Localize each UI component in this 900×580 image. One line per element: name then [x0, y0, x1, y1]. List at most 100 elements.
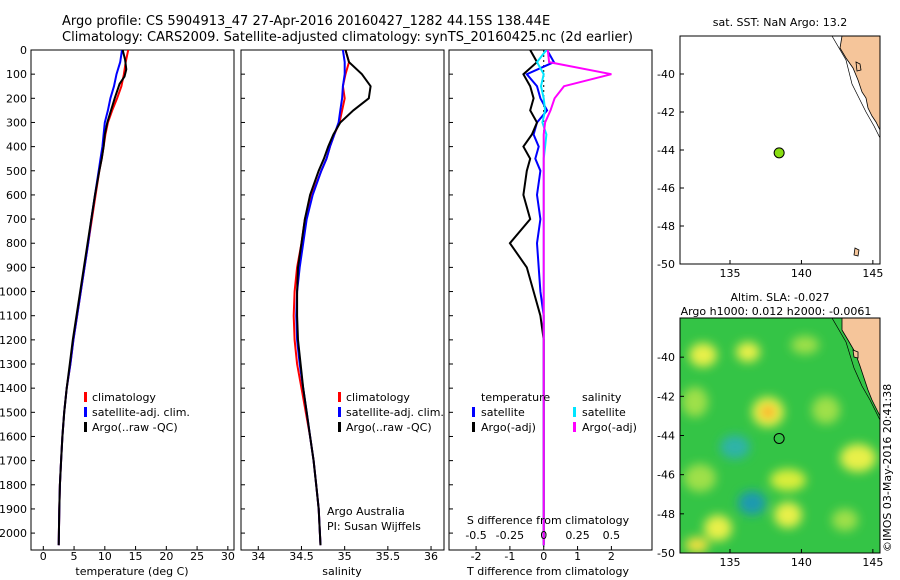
temperature-axis-label: temperature (deg C): [75, 565, 188, 578]
salinity-axis-ticks: 34 34.5 35 35.5 36: [251, 546, 438, 563]
x-tick-label: 34.5: [289, 550, 314, 563]
x-tick-label: 20: [159, 550, 173, 563]
lon-tick-label: 145: [862, 556, 883, 569]
legend-swatch-s-argo: [573, 422, 576, 432]
temperature-profiles: [57, 50, 130, 546]
s-difference-axis-ticks: -0.5 -0.25 0 0.25 0.5: [465, 529, 620, 542]
salinity-legend: climatology satellite-adj. clim. Argo(..…: [338, 391, 444, 434]
x-tick-label: 5: [71, 550, 78, 563]
legend-title-temperature: temperature: [481, 391, 550, 404]
x-tick-label: -1: [504, 550, 515, 563]
series-temperature-argo-adj: [508, 50, 545, 546]
temperature-legend: climatology satellite-adj. clim. Argo(..…: [84, 391, 190, 434]
lat-tick-label: -42: [657, 106, 675, 119]
depth-tick-label: 400: [6, 141, 27, 154]
legend-swatch-t-argo: [472, 422, 475, 432]
legend-swatch-argo: [338, 422, 341, 432]
temperature-axis-ticks: 0 5 10 15 20 25 30: [40, 546, 235, 563]
s-tick-label: -0.5: [465, 529, 486, 542]
depth-tick-label: 1700: [0, 455, 27, 468]
lat-tick-label: -48: [657, 508, 675, 521]
lat-tick-label: -44: [657, 430, 675, 443]
depth-tick-label: 700: [6, 213, 27, 226]
legend-label-t-argo: Argo(-adj): [481, 421, 536, 434]
legend-label-s-argo: Argo(-adj): [582, 421, 637, 434]
x-tick-label: 35.5: [376, 550, 401, 563]
temperature-panel: 0100200300400500600700800900100011001200…: [0, 44, 453, 578]
depth-tick-label: 300: [6, 116, 27, 129]
sst-map-argo-position: [773, 147, 785, 159]
legend-label-climatology: climatology: [92, 391, 156, 404]
salinity-profiles: [292, 50, 372, 546]
series-climatology: [57, 50, 130, 546]
sla-map-title: Altim. SLA: -0.027: [730, 291, 829, 304]
s-tick-label: 0.25: [565, 529, 590, 542]
legend-swatch-argo: [84, 422, 87, 432]
x-tick-label: 34: [251, 550, 265, 563]
salinity-panel: 34 34.5 35 35.5 36 climatology satellite-adj…: [240, 49, 445, 578]
depth-tick-label: 500: [6, 165, 27, 178]
depth-tick-label: 1200: [0, 334, 27, 347]
s-difference-axis-label: S difference from climatology: [467, 514, 630, 527]
x-tick-label: 2: [608, 550, 615, 563]
legend-label-t-satellite: satellite: [481, 406, 525, 419]
difference-axis-ticks: -2 -1 0 1 2: [471, 546, 615, 563]
argo-position-marker: [773, 147, 785, 159]
s-tick-label: -0.25: [496, 529, 524, 542]
depth-tick-label: 1100: [0, 310, 27, 323]
series-satellite-adj-clim: [295, 50, 346, 546]
x-tick-label: 0: [540, 550, 547, 563]
imos-credit: ©IMOS 03-May-2016 20:41:38: [881, 384, 894, 552]
legend-label-satellite: satellite-adj. clim.: [346, 406, 444, 419]
sst-map-panel: sat. SST: NaN Argo: 13.2 135 140 145 -40 -42…: [657, 16, 883, 280]
sst-map-island-south: [853, 247, 860, 257]
depth-tick-label: 1900: [0, 503, 27, 516]
legend-swatch-climatology: [338, 392, 341, 402]
lat-tick-label: -40: [657, 351, 675, 364]
lat-tick-label: -48: [657, 220, 675, 233]
sst-map-bathymetry-contour: [831, 35, 881, 139]
lat-tick-label: -42: [657, 390, 675, 403]
salinity-axis-label: salinity: [322, 565, 362, 578]
sst-map-island: [855, 61, 862, 72]
x-tick-label: 10: [98, 550, 112, 563]
series-argo-raw-qc: [296, 50, 372, 546]
sla-map-panel: Altim. SLA: -0.027 Argo h1000: 0.012 h20…: [657, 291, 883, 569]
series-climatology: [292, 50, 351, 546]
legend-swatch-s-satellite: [573, 407, 576, 417]
x-tick-label: -2: [471, 550, 482, 563]
depth-tick-label: 1000: [0, 286, 27, 299]
argo-position-marker: [773, 432, 785, 444]
depth-tick-label: 2000: [0, 527, 27, 540]
depth-tick-label: 200: [6, 92, 27, 105]
s-tick-label: 0.5: [603, 529, 621, 542]
series-satellite-adj-clim: [57, 50, 123, 546]
depth-tick-label: 1500: [0, 406, 27, 419]
figure-title-line1: Argo profile: CS 5904913_47 27-Apr-2016 …: [62, 14, 550, 29]
sla-map-ticks: 135 140 145 -40 -42 -44 -46 -48 -50: [657, 351, 883, 569]
lon-tick-label: 135: [720, 267, 741, 280]
difference-legend: temperature salinity satellite Argo(-adj…: [472, 391, 637, 434]
lat-tick-label: -44: [657, 144, 675, 157]
depth-tick-label: 1300: [0, 358, 27, 371]
salinity-axes-box: [240, 49, 445, 551]
difference-profiles: [508, 50, 612, 550]
lon-tick-label: 140: [791, 556, 812, 569]
x-tick-label: 25: [190, 550, 204, 563]
series-argo-raw-qc: [57, 50, 128, 546]
x-tick-label: 15: [129, 550, 143, 563]
legend-label-argo: Argo(..raw -QC): [346, 421, 432, 434]
x-tick-label: 35: [338, 550, 352, 563]
legend-label-argo: Argo(..raw -QC): [92, 421, 178, 434]
depth-tick-label: 1800: [0, 479, 27, 492]
annotation-pi: PI: Susan Wijffels: [327, 520, 421, 533]
depth-tick-label: 0: [20, 44, 27, 57]
annotation-argo-australia: Argo Australia: [327, 505, 405, 518]
depth-axis-ticks: 0 100 200 300 400 500 600 700 800 900 1000 1100 1200…: [0, 44, 453, 540]
lat-tick-label: -50: [657, 258, 675, 271]
sst-map-ticks: 135 140 145 -40 -42 -44 -46 -48 -50: [657, 68, 883, 280]
legend-swatch-satellite: [84, 407, 87, 417]
figure-title-line2: Climatology: CARS2009. Satellite-adjuste…: [62, 30, 633, 45]
x-tick-label: 30: [221, 550, 235, 563]
